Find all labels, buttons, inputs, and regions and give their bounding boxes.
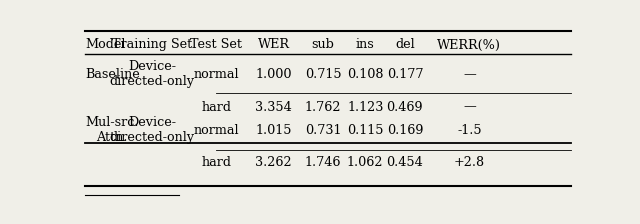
Text: 3.262: 3.262 [255, 156, 292, 169]
Text: +2.8: +2.8 [454, 156, 485, 169]
Text: hard: hard [202, 101, 232, 114]
Text: Training Set: Training Set [112, 39, 192, 52]
Text: del: del [395, 39, 415, 52]
Text: Baseline: Baseline [85, 68, 140, 81]
Text: 1.000: 1.000 [255, 68, 292, 81]
Text: 0.715: 0.715 [305, 68, 341, 81]
Text: Device-
directed-only: Device- directed-only [109, 60, 195, 88]
Text: WER: WER [257, 39, 289, 52]
Text: Device-
directed-only: Device- directed-only [109, 116, 195, 144]
Text: hard: hard [202, 156, 232, 169]
Text: 1.123: 1.123 [347, 101, 383, 114]
Text: 1.762: 1.762 [305, 101, 341, 114]
Text: Test Set: Test Set [191, 39, 243, 52]
Text: —: — [463, 68, 476, 81]
Text: -1.5: -1.5 [457, 124, 482, 137]
Text: 0.469: 0.469 [387, 101, 423, 114]
Text: 1.062: 1.062 [347, 156, 383, 169]
Text: sub: sub [312, 39, 335, 52]
Text: 1.015: 1.015 [255, 124, 292, 137]
Text: normal: normal [193, 124, 239, 137]
Text: 0.177: 0.177 [387, 68, 423, 81]
Text: WERR(%): WERR(%) [437, 39, 501, 52]
Text: Model: Model [85, 39, 125, 52]
Text: —: — [463, 101, 476, 114]
Text: 0.454: 0.454 [387, 156, 423, 169]
Text: normal: normal [193, 68, 239, 81]
Text: 0.115: 0.115 [347, 124, 383, 137]
Text: ins: ins [356, 39, 374, 52]
Text: 0.731: 0.731 [305, 124, 341, 137]
Text: Mul-src.
Attn.: Mul-src. Attn. [85, 116, 138, 144]
Text: 3.354: 3.354 [255, 101, 292, 114]
Text: 0.108: 0.108 [347, 68, 383, 81]
Text: 1.746: 1.746 [305, 156, 341, 169]
Text: 0.169: 0.169 [387, 124, 423, 137]
